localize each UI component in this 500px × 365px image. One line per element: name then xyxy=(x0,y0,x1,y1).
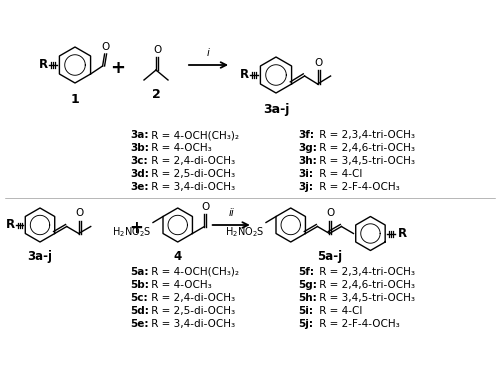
Text: 5i:: 5i: xyxy=(298,306,313,316)
Text: R = 2,4-di-OCH₃: R = 2,4-di-OCH₃ xyxy=(148,156,235,166)
Text: 3a-j: 3a-j xyxy=(28,250,52,263)
Text: 5e:: 5e: xyxy=(130,319,148,329)
Text: 3c:: 3c: xyxy=(130,156,148,166)
Text: R = 3,4-di-OCH₃: R = 3,4-di-OCH₃ xyxy=(148,182,235,192)
Text: 3i:: 3i: xyxy=(298,169,313,179)
Text: R = 4-OCH₃: R = 4-OCH₃ xyxy=(148,143,212,153)
Text: 3g:: 3g: xyxy=(298,143,317,153)
Text: R = 3,4,5-tri-OCH₃: R = 3,4,5-tri-OCH₃ xyxy=(316,293,415,303)
Text: 3b:: 3b: xyxy=(130,143,149,153)
Text: R = 2,4-di-OCH₃: R = 2,4-di-OCH₃ xyxy=(148,293,235,303)
Text: R = 2-F-4-OCH₃: R = 2-F-4-OCH₃ xyxy=(316,182,400,192)
Text: 1: 1 xyxy=(70,93,80,106)
Text: +: + xyxy=(129,219,142,237)
Text: 3e:: 3e: xyxy=(130,182,148,192)
Text: 2: 2 xyxy=(152,88,160,101)
Text: R = 4-OCH(CH₃)₂: R = 4-OCH(CH₃)₂ xyxy=(148,130,239,140)
Text: +: + xyxy=(110,59,126,77)
Text: 3a:: 3a: xyxy=(130,130,148,140)
Text: R = 2,5-di-OCH₃: R = 2,5-di-OCH₃ xyxy=(148,169,235,179)
Text: O: O xyxy=(76,208,84,219)
Text: 5a-j: 5a-j xyxy=(317,250,342,263)
Text: 5a:: 5a: xyxy=(130,267,148,277)
Text: R = 2,3,4-tri-OCH₃: R = 2,3,4-tri-OCH₃ xyxy=(316,267,415,277)
Text: ii: ii xyxy=(228,208,234,218)
Text: H$_2$NO$_2$S: H$_2$NO$_2$S xyxy=(224,226,264,239)
Text: 5c:: 5c: xyxy=(130,293,148,303)
Text: 5j:: 5j: xyxy=(298,319,313,329)
Text: 5f:: 5f: xyxy=(298,267,314,277)
Text: 3j:: 3j: xyxy=(298,182,313,192)
Text: 5g:: 5g: xyxy=(298,280,317,290)
Text: 3f:: 3f: xyxy=(298,130,314,140)
Text: R = 3,4,5-tri-OCH₃: R = 3,4,5-tri-OCH₃ xyxy=(316,156,415,166)
Text: 5b:: 5b: xyxy=(130,280,149,290)
Text: R: R xyxy=(39,58,48,72)
Text: O: O xyxy=(314,58,322,68)
Text: 3d:: 3d: xyxy=(130,169,149,179)
Text: R = 4-Cl: R = 4-Cl xyxy=(316,169,362,179)
Text: R = 2,3,4-tri-OCH₃: R = 2,3,4-tri-OCH₃ xyxy=(316,130,415,140)
Text: 3h:: 3h: xyxy=(298,156,317,166)
Text: R = 2,4,6-tri-OCH₃: R = 2,4,6-tri-OCH₃ xyxy=(316,280,415,290)
Text: i: i xyxy=(207,48,210,58)
Text: R: R xyxy=(240,69,249,81)
Text: 3a-j: 3a-j xyxy=(263,103,289,116)
Text: R = 3,4-di-OCH₃: R = 3,4-di-OCH₃ xyxy=(148,319,235,329)
Text: R: R xyxy=(398,227,406,240)
Text: O: O xyxy=(326,208,334,219)
Text: O: O xyxy=(153,45,161,55)
Text: 5d:: 5d: xyxy=(130,306,149,316)
Text: R = 4-OCH(CH₃)₂: R = 4-OCH(CH₃)₂ xyxy=(148,267,239,277)
Text: R = 2,4,6-tri-OCH₃: R = 2,4,6-tri-OCH₃ xyxy=(316,143,415,153)
Text: H$_2$NO$_2$S: H$_2$NO$_2$S xyxy=(112,226,151,239)
Text: 4: 4 xyxy=(174,250,182,263)
Text: 5h:: 5h: xyxy=(298,293,317,303)
Text: R = 4-Cl: R = 4-Cl xyxy=(316,306,362,316)
Text: R = 2,5-di-OCH₃: R = 2,5-di-OCH₃ xyxy=(148,306,235,316)
Text: O: O xyxy=(102,42,110,52)
Text: R = 4-OCH₃: R = 4-OCH₃ xyxy=(148,280,212,290)
Text: R = 2-F-4-OCH₃: R = 2-F-4-OCH₃ xyxy=(316,319,400,329)
Text: O: O xyxy=(202,201,209,211)
Text: R: R xyxy=(6,219,15,231)
